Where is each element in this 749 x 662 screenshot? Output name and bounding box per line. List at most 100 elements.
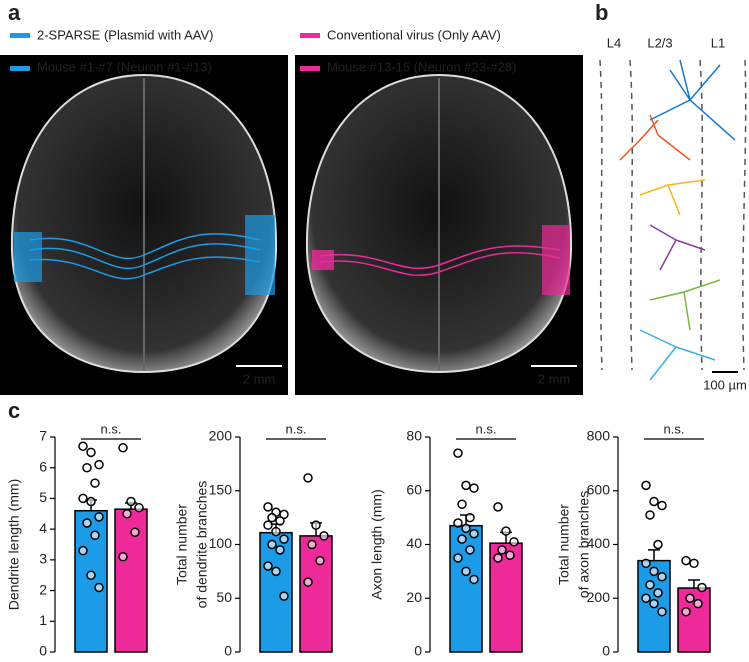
y-tick-label: 800: [587, 428, 611, 444]
y-axis-label: Total number: [174, 504, 190, 585]
scale-bar-label: 100 µm: [703, 377, 747, 392]
y-tick-label: 60: [406, 481, 422, 497]
data-point: [78, 441, 88, 451]
data-point: [90, 530, 100, 541]
y-tick-label: 50: [216, 589, 232, 605]
legend-swatch: [10, 33, 30, 38]
data-point: [271, 526, 281, 537]
data-point: [657, 500, 667, 511]
data-point: [279, 534, 289, 544]
y-tick-label: 150: [209, 481, 233, 497]
data-point: [134, 502, 144, 513]
data-point: [461, 523, 471, 534]
image-label-swatch: [10, 66, 30, 71]
data-point: [86, 570, 96, 580]
data-point: [279, 591, 289, 601]
y-tick-label: 0: [602, 643, 610, 657]
data-point: [649, 496, 659, 507]
error-bar: [648, 549, 660, 561]
layer-label: L1: [711, 35, 725, 50]
y-tick-label: 400: [587, 535, 611, 551]
y-axis-label: of axon branches: [576, 491, 592, 598]
data-point: [78, 545, 88, 556]
y-tick-label: 200: [587, 589, 611, 605]
data-point: [501, 526, 511, 536]
error-bar: [688, 579, 700, 589]
data-point: [303, 473, 313, 483]
layer-label: L2/3: [647, 35, 672, 50]
data-point: [697, 582, 707, 593]
data-point: [681, 606, 691, 617]
data-point: [303, 577, 313, 587]
layer-label: L4: [607, 35, 621, 50]
data-point: [130, 527, 140, 537]
data-point: [315, 555, 325, 566]
data-point: [465, 512, 475, 523]
data-point: [453, 553, 463, 563]
data-point: [267, 512, 277, 523]
legend-label: 2-SPARSE (Plasmid with AAV): [37, 27, 214, 42]
data-point: [275, 545, 285, 555]
data-point: [86, 496, 96, 507]
data-point: [453, 448, 463, 458]
data-point: [263, 502, 273, 512]
y-tick-label: 600: [587, 481, 611, 497]
data-point: [94, 512, 104, 522]
bar: [74, 509, 108, 653]
data-point: [493, 502, 503, 512]
panel-label: c: [8, 398, 20, 423]
data-point: [653, 588, 663, 598]
legend-label: Conventional virus (Only AAV): [327, 27, 501, 42]
data-point: [493, 553, 503, 563]
y-tick-label: 2: [39, 581, 47, 597]
data-point: [649, 598, 659, 609]
data-point: [657, 572, 667, 582]
y-tick-label: 1: [39, 612, 47, 628]
data-point: [689, 558, 699, 569]
brain-image: [295, 55, 583, 395]
data-point: [645, 510, 655, 520]
y-tick-label: 7: [39, 428, 47, 444]
data-point: [693, 598, 703, 609]
y-tick-label: 80: [406, 428, 422, 444]
panel-label: a: [8, 0, 21, 25]
data-point: [82, 518, 92, 528]
data-point: [86, 447, 96, 458]
data-point: [645, 580, 655, 590]
data-point: [271, 566, 281, 577]
data-point: [505, 550, 515, 560]
y-tick-label: 3: [39, 551, 47, 567]
data-point: [685, 593, 695, 603]
image-label-swatch: [300, 66, 320, 71]
data-point: [118, 552, 128, 562]
y-tick-label: 6: [39, 458, 47, 474]
y-axis-label: of dendrite branches: [194, 481, 210, 609]
y-tick-label: 0: [224, 643, 232, 657]
data-point: [649, 566, 659, 577]
data-point: [469, 483, 479, 493]
data-point: [94, 582, 104, 593]
data-point: [90, 478, 100, 488]
data-point: [319, 531, 329, 541]
y-tick-label: 20: [406, 589, 422, 605]
data-point: [465, 545, 475, 555]
data-point: [461, 566, 471, 577]
data-point: [681, 555, 691, 566]
data-point: [653, 539, 663, 550]
scale-bar-label: 2 mm: [243, 371, 276, 386]
data-point: [263, 561, 273, 571]
data-point: [657, 606, 667, 617]
data-point: [469, 574, 479, 585]
significance-label: n.s.: [664, 421, 685, 436]
data-point: [641, 558, 651, 569]
y-tick-label: 40: [406, 535, 422, 551]
image-label: Mouse #13-15 (Neuron #23-#28): [327, 59, 516, 74]
data-point: [457, 534, 467, 544]
significance-label: n.s.: [476, 421, 497, 436]
panel-label: b: [595, 0, 608, 25]
y-tick-label: 200: [209, 428, 233, 444]
data-point: [453, 518, 463, 528]
data-point: [122, 509, 132, 519]
data-point: [78, 493, 88, 504]
data-point: [509, 537, 519, 547]
